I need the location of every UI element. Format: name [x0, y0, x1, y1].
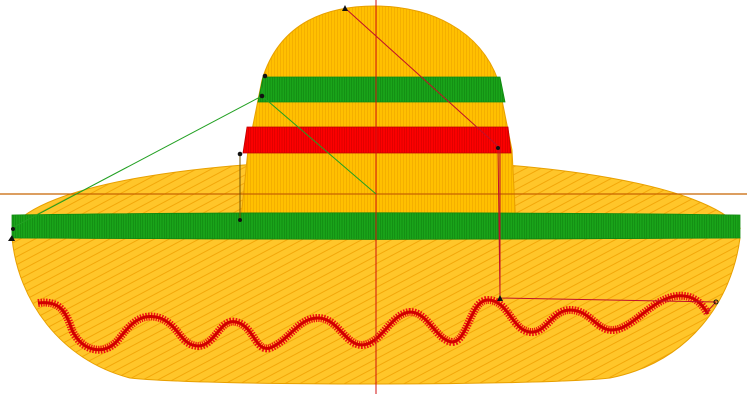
travel-line-green-2 [261, 75, 266, 97]
brim-red-wave-core [37, 294, 710, 352]
hat-crown [239, 5, 517, 229]
crown-green-band [257, 76, 506, 103]
crown-red-band [242, 126, 512, 154]
travel-line-red-2 [497, 147, 501, 299]
stitch-node-icon [8, 5, 719, 305]
